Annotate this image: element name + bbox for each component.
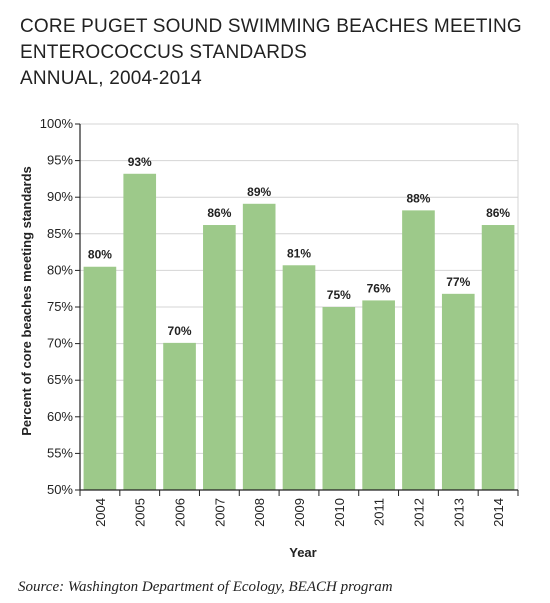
data-label: 93% — [128, 155, 152, 169]
x-tick-label: 2007 — [212, 498, 227, 527]
y-tick-label: 100% — [40, 116, 74, 131]
bar — [123, 174, 156, 490]
y-tick-label: 85% — [47, 226, 73, 241]
bar — [362, 300, 395, 490]
x-tick-label: 2013 — [451, 498, 466, 527]
data-label: 70% — [168, 324, 192, 338]
source-note: Source: Washington Department of Ecology… — [18, 579, 393, 596]
y-tick-label: 70% — [47, 336, 73, 351]
bar — [283, 265, 316, 490]
data-label: 80% — [88, 248, 112, 262]
x-tick-label: 2011 — [372, 498, 387, 526]
x-tick-label: 2005 — [133, 498, 148, 527]
x-tick-label: 2004 — [93, 498, 108, 527]
x-axis-label: Year — [289, 545, 316, 560]
bar — [203, 225, 236, 490]
data-label: 81% — [287, 246, 311, 260]
x-tick-label: 2012 — [411, 498, 426, 527]
x-tick-labels: 2004 2005 2006 2007 2008 2009 2010 2011 2012 2013… — [93, 498, 506, 527]
bar — [243, 204, 276, 490]
x-tick-label: 2010 — [332, 498, 347, 527]
y-tick-label: 80% — [47, 262, 73, 277]
bar — [402, 210, 435, 490]
data-label: 89% — [247, 185, 271, 199]
x-tick-label: 2006 — [173, 498, 188, 527]
bars — [84, 174, 515, 490]
data-label: 86% — [207, 206, 231, 220]
data-label: 77% — [446, 275, 470, 289]
data-label: 88% — [406, 191, 430, 205]
bar — [322, 307, 355, 490]
x-tick-label: 2008 — [252, 498, 267, 527]
x-tick-label: 2009 — [292, 498, 307, 527]
x-tick-label: 2014 — [491, 498, 506, 527]
y-axis-label: Percent of core beaches meeting standard… — [19, 166, 34, 435]
y-tick-label: 75% — [47, 299, 73, 314]
y-tick-label: 55% — [47, 445, 73, 460]
bar — [84, 267, 117, 490]
y-tick-label: 50% — [47, 482, 73, 497]
y-tick-label: 90% — [47, 189, 73, 204]
bar — [163, 343, 196, 490]
bar — [442, 294, 475, 490]
y-tick-label: 60% — [47, 409, 73, 424]
data-label: 76% — [367, 281, 391, 295]
bar — [482, 225, 515, 490]
data-label: 75% — [327, 288, 351, 302]
y-tick-label: 65% — [47, 372, 73, 387]
y-tick-label: 95% — [47, 153, 73, 168]
y-tick-labels: 50% 55% 60% 65% 70% 75% 80% 85% 90% 95% 100% — [40, 116, 74, 497]
data-label: 86% — [486, 206, 510, 220]
